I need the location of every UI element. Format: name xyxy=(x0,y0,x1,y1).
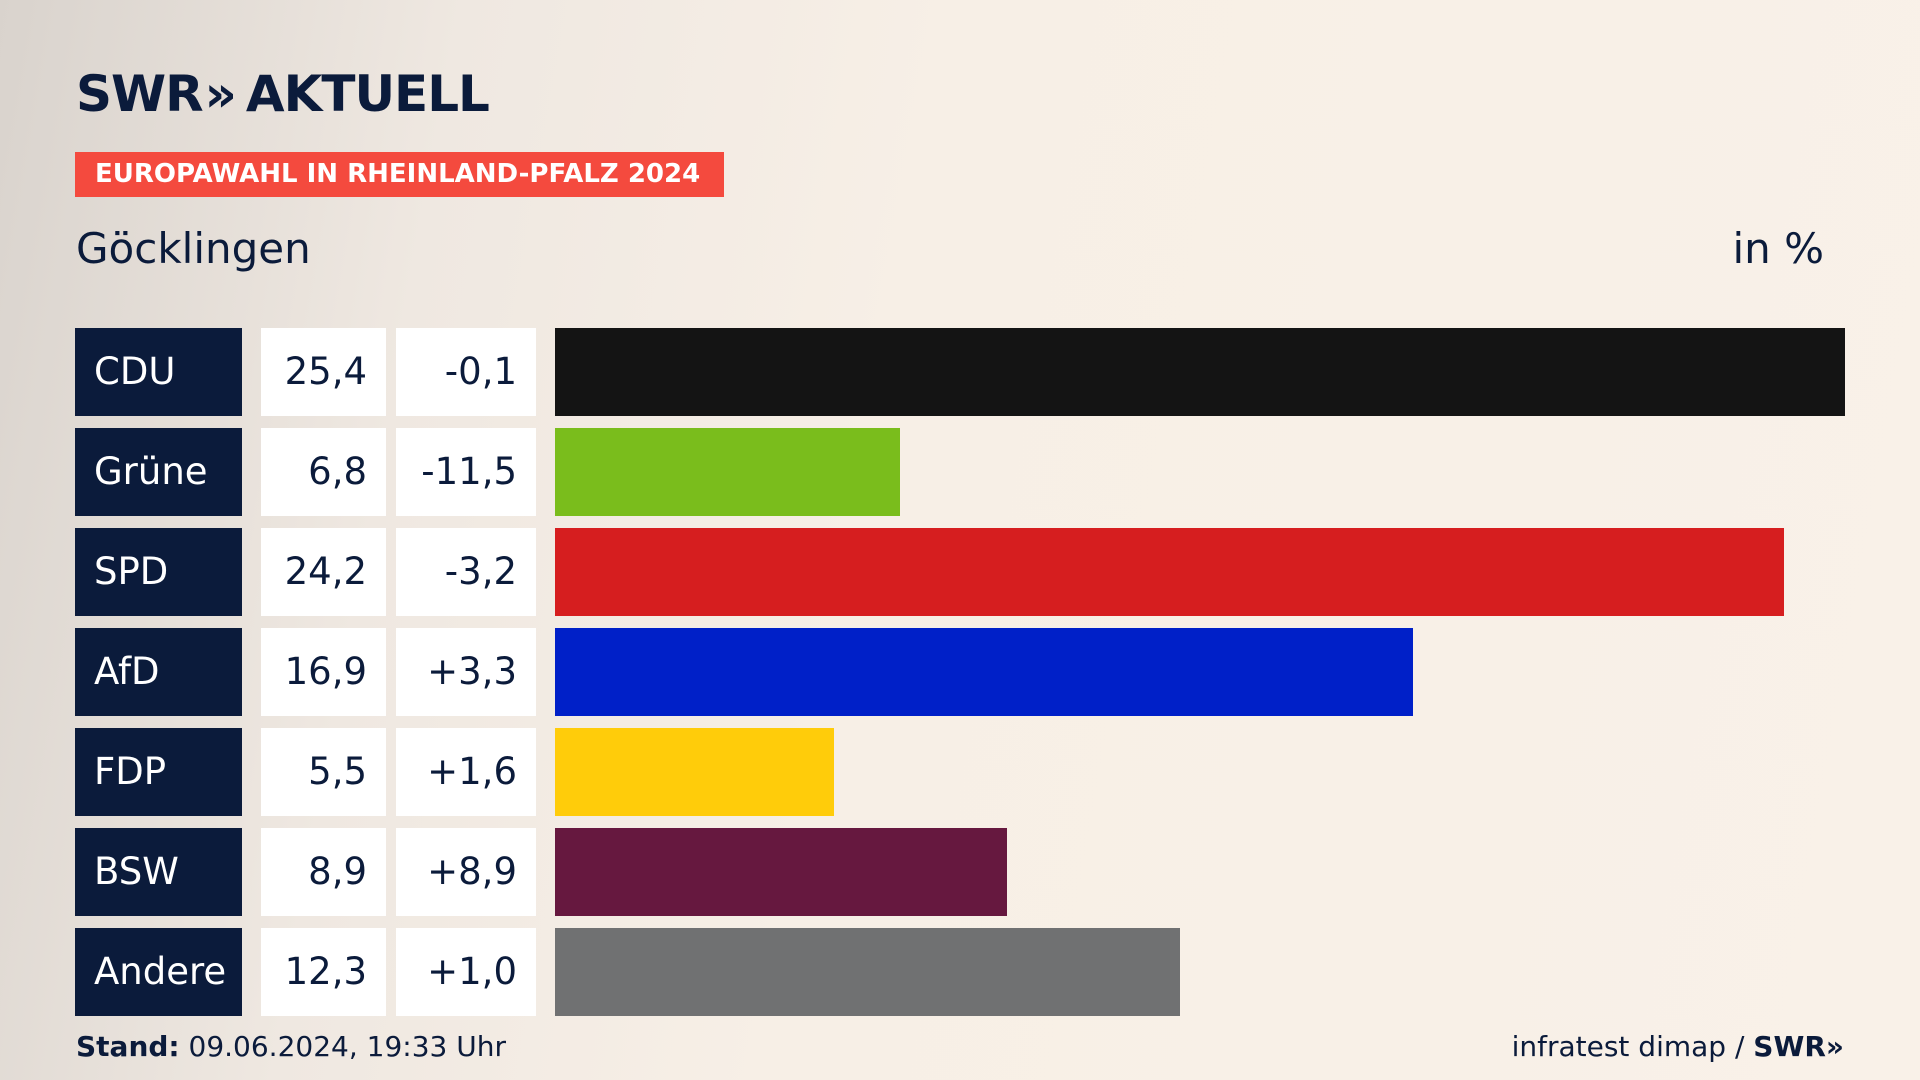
party-label: BSW xyxy=(75,828,242,916)
party-label: Andere xyxy=(75,928,242,1016)
election-banner: EUROPAWAHL IN RHEINLAND-PFALZ 2024 xyxy=(75,152,724,197)
result-row: BSW 8,9 +8,9 xyxy=(0,828,1920,916)
party-label: FDP xyxy=(75,728,242,816)
result-bar xyxy=(555,928,1180,1016)
result-row: SPD 24,2 -3,2 xyxy=(0,528,1920,616)
party-label: Grüne xyxy=(75,428,242,516)
vote-share-label: 24,2 xyxy=(261,528,386,616)
logo-chevron-icon: ›› xyxy=(204,65,237,123)
vote-share-label: 6,8 xyxy=(261,428,386,516)
party-label: CDU xyxy=(75,328,242,416)
vote-change-label: -11,5 xyxy=(396,428,536,516)
place-title: Göcklingen xyxy=(76,224,311,273)
vote-share-label: 12,3 xyxy=(261,928,386,1016)
result-row: FDP 5,5 +1,6 xyxy=(0,728,1920,816)
source-credit: infratest dimap / SWR» xyxy=(1512,1030,1844,1064)
vote-share-label: 5,5 xyxy=(261,728,386,816)
result-bar xyxy=(555,428,900,516)
party-label: AfD xyxy=(75,628,242,716)
vote-change-label: +1,0 xyxy=(396,928,536,1016)
vote-change-label: -3,2 xyxy=(396,528,536,616)
swr-aktuell-logo: SWR›› AKTUELL xyxy=(76,65,490,123)
logo-swr-text: SWR xyxy=(76,65,204,123)
result-bar xyxy=(555,528,1784,616)
timestamp: Stand: 09.06.2024, 19:33 Uhr xyxy=(76,1030,506,1064)
unit-label: in % xyxy=(1732,224,1824,273)
logo-aktuell-text: AKTUELL xyxy=(245,65,490,123)
source-swr-logo: SWR» xyxy=(1753,1030,1844,1063)
result-row: CDU 25,4 -0,1 xyxy=(0,328,1920,416)
result-bar xyxy=(555,628,1413,716)
result-bar xyxy=(555,828,1007,916)
vote-share-label: 8,9 xyxy=(261,828,386,916)
result-bar xyxy=(555,728,834,816)
result-bar xyxy=(555,328,1845,416)
result-row: AfD 16,9 +3,3 xyxy=(0,628,1920,716)
source-text: infratest dimap / xyxy=(1511,1030,1754,1063)
vote-share-label: 16,9 xyxy=(261,628,386,716)
vote-change-label: +3,3 xyxy=(396,628,536,716)
timestamp-value: 09.06.2024, 19:33 Uhr xyxy=(179,1030,506,1063)
vote-share-label: 25,4 xyxy=(261,328,386,416)
vote-change-label: +1,6 xyxy=(396,728,536,816)
vote-change-label: -0,1 xyxy=(396,328,536,416)
result-row: Grüne 6,8 -11,5 xyxy=(0,428,1920,516)
timestamp-label: Stand: xyxy=(76,1030,180,1063)
vote-change-label: +8,9 xyxy=(396,828,536,916)
result-row: Andere 12,3 +1,0 xyxy=(0,928,1920,1016)
party-label: SPD xyxy=(75,528,242,616)
